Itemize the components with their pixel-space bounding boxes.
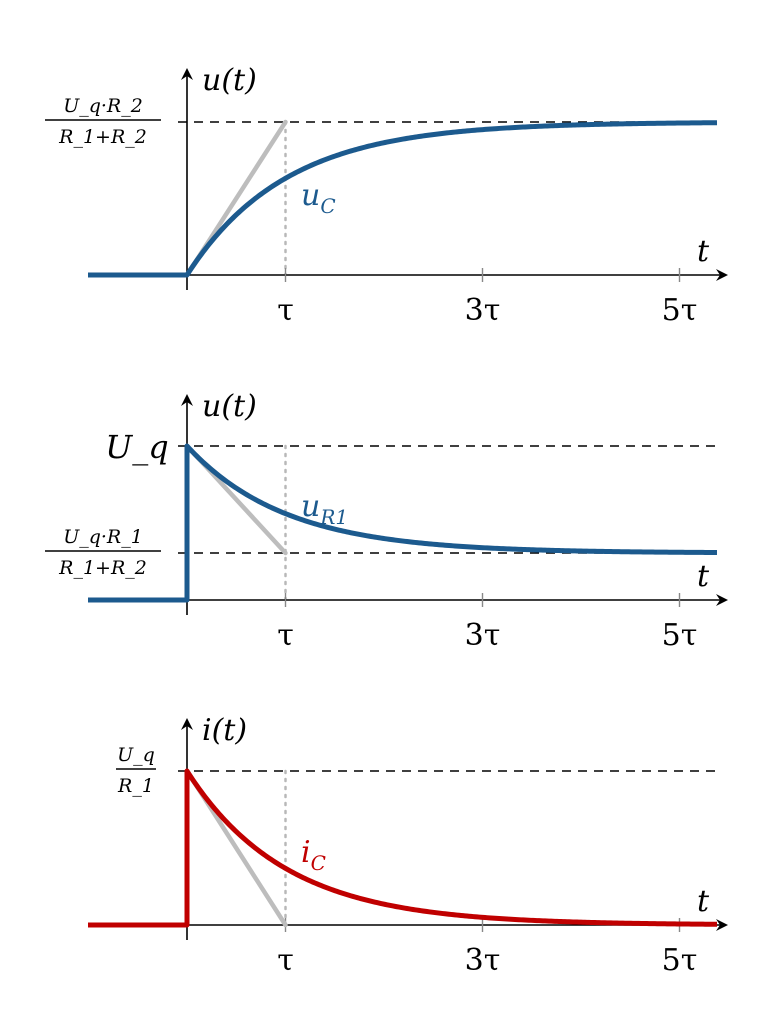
- series-label-subscript: R1: [319, 505, 348, 529]
- x-tick-label: 3τ: [465, 618, 501, 653]
- y-label-top-denominator: R_1: [117, 775, 154, 797]
- series-label-main: i: [301, 835, 311, 870]
- x-axis-arrow: [716, 269, 728, 281]
- series-label-subscript: C: [311, 851, 326, 875]
- y-label-top: U_q: [105, 428, 168, 466]
- x-tick-label: τ: [277, 293, 294, 328]
- y-label-final-denominator: R_1+R_2: [58, 557, 147, 579]
- x-axis-label: t: [697, 234, 710, 269]
- y-axis-arrow: [181, 718, 193, 730]
- chart-panel-2: τ 3τ 5τ u(t) t U_q U_q·R_1 R_1+R_2 uR1: [45, 389, 728, 653]
- x-tick-label: 5τ: [662, 943, 698, 978]
- series-label: uC: [301, 178, 336, 218]
- series-label: iC: [301, 835, 326, 875]
- y-axis-arrow: [181, 394, 193, 406]
- y-axis-label: u(t): [202, 389, 257, 424]
- y-label-top-numerator: U_q·R_2: [63, 95, 143, 117]
- series-label-main: u: [301, 489, 320, 524]
- x-tick-label: τ: [277, 943, 294, 978]
- y-axis-label: u(t): [202, 63, 257, 98]
- x-axis-label: t: [697, 559, 710, 594]
- chart-panel-1: τ 3τ 5τu(t)tU_q·R_2R_1+R_2uC: [45, 63, 728, 328]
- x-tick-label: 3τ: [465, 293, 501, 328]
- y-axis-label: i(t): [202, 713, 247, 748]
- y-label-top-denominator: R_1+R_2: [58, 126, 147, 148]
- y-axis-arrow: [181, 68, 193, 80]
- series-line-i_C: [88, 768, 718, 928]
- chart-panel-3: τ 3τ 5τi(t)tU_qR_1iC: [88, 713, 728, 978]
- y-label-top: U_q R_1: [116, 744, 156, 797]
- y-label-top-numerator: U_q: [117, 744, 155, 766]
- x-tick-label: 3τ: [465, 943, 501, 978]
- series-label-main: u: [301, 178, 320, 213]
- x-tick-label: 5τ: [662, 618, 698, 653]
- series-line-u_C: [88, 120, 718, 278]
- x-axis-arrow: [716, 594, 728, 606]
- series-line-u_R1: [88, 443, 718, 603]
- series-label: uR1: [301, 489, 348, 529]
- x-axis-label: t: [697, 884, 710, 919]
- series-label-subscript: C: [320, 194, 335, 218]
- x-tick-label: τ: [277, 618, 294, 653]
- y-label-final-numerator: U_q·R_1: [63, 526, 143, 548]
- x-tick-label: 5τ: [662, 293, 698, 328]
- x-axis-arrow: [716, 919, 728, 931]
